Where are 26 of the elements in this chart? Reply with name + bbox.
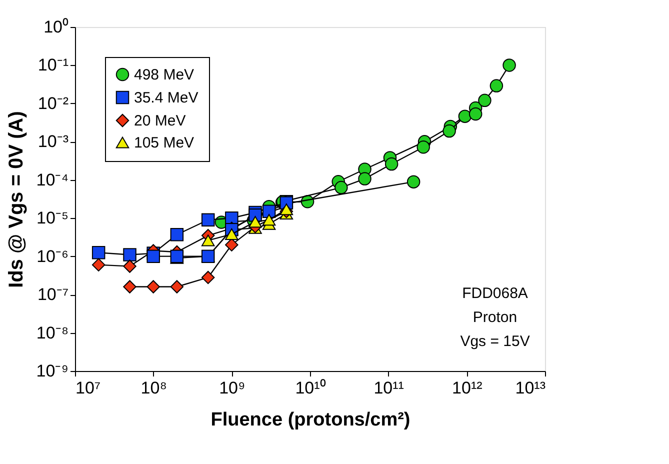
annotation: FDD068A <box>462 285 528 302</box>
legend-label: 20 MeV <box>134 112 186 130</box>
y-tick-label: 10⁻⁵ <box>36 208 68 228</box>
x-axis-title: Fluence (protons/cm²) <box>210 410 410 430</box>
y-axis-title: Ids @ Vgs = 0V (A) <box>5 111 28 288</box>
y-tick-label: 10⁻¹ <box>38 56 69 75</box>
y-tick-label: 10⁻² <box>38 94 69 113</box>
x-tick-label: 10⁸ <box>140 378 167 398</box>
annotation: Vgs = 15V <box>460 333 530 350</box>
legend-label: 498 MeV <box>134 66 194 84</box>
y-tick-label: 10⁻⁷ <box>37 285 68 304</box>
x-tick-label: 10¹³ <box>515 378 546 398</box>
y-tick-label: 10⁻⁴ <box>36 170 68 190</box>
y-tick-label: 10⁻⁶ <box>36 246 68 266</box>
y-tick-label: 10⁻³ <box>38 132 69 152</box>
y-tick-label: 10⁻⁹ <box>36 362 68 380</box>
x-tick-label: 10⁹ <box>219 378 246 398</box>
x-tick-label: 10¹⁰ <box>295 378 326 398</box>
y-tick-label: 10⁰ <box>44 18 68 36</box>
x-tick-label: 10¹¹ <box>374 378 404 398</box>
x-tick-label: 10¹² <box>452 378 483 398</box>
legend-label: 35.4 MeV <box>134 90 198 106</box>
annotation: Proton <box>472 309 518 326</box>
y-tick-label: 10⁻⁸ <box>36 323 68 342</box>
legend-label: 105 MeV <box>134 134 194 152</box>
x-tick-label: 10⁷ <box>76 378 101 398</box>
